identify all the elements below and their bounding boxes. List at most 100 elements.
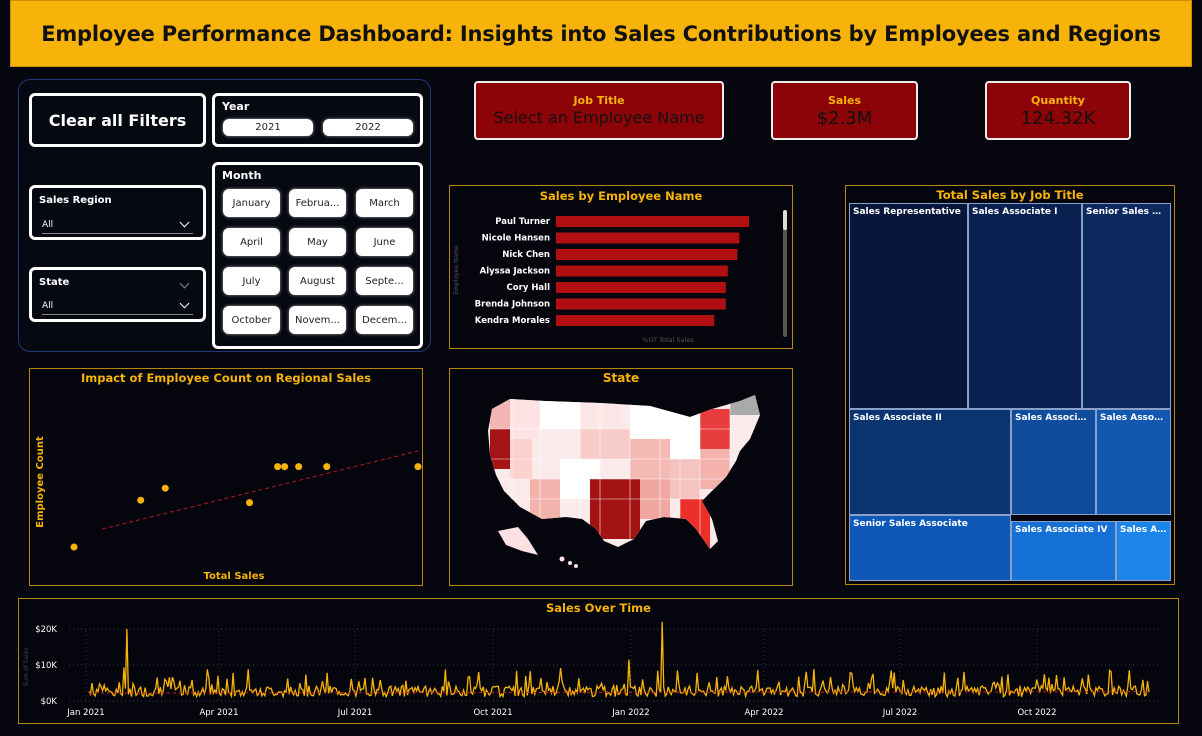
sales-region-title: Sales Region (39, 195, 112, 206)
bar[interactable] (556, 282, 726, 293)
month-option-7[interactable]: July (223, 267, 280, 295)
chevron-down-icon (179, 278, 190, 288)
treemap-cell-label: Senior Sales Re... (1086, 207, 1167, 217)
month-option-2[interactable]: Februa... (289, 189, 346, 217)
scatter-point[interactable] (246, 499, 254, 507)
bar[interactable] (556, 232, 740, 244)
scatter-title: Impact of Employee Count on Regional Sal… (80, 371, 372, 385)
scatter-point[interactable] (295, 463, 303, 471)
kpi-job-title-value: Select an Employee Name (493, 108, 705, 127)
bar-label: Brenda Johnson (475, 300, 550, 310)
treemap-cell-label: Sales Associate II (853, 413, 942, 423)
kpi-sales-label: Sales (827, 94, 862, 107)
sales-by-employee-title: Sales by Employee Name (539, 189, 703, 203)
sales-by-employee-panel: Sales by Employee Name Paul Turner Nicole… (449, 185, 793, 349)
bar-label: Nick Chen (502, 250, 550, 260)
month-option-6[interactable]: June (356, 228, 413, 256)
x-tick-label: Oct 2022 (1017, 708, 1056, 718)
treemap-cell-label: Sales Associate I (972, 207, 1058, 217)
treemap-cell[interactable]: Senior Sales Associate (849, 515, 1011, 581)
page-title: Employee Performance Dashboard: Insights… (41, 21, 1161, 46)
treemap-cell[interactable]: Sales As... (1116, 521, 1171, 581)
bar[interactable] (556, 265, 728, 277)
us-state-map[interactable] (450, 369, 794, 587)
sales-by-employee-chart: Paul Turner Nicole Hansen Nick Chen Alyssa … (453, 216, 749, 344)
sales-over-time-title: Sales Over Time (546, 601, 651, 615)
state-collapse-toggle[interactable] (152, 276, 193, 294)
kpi-job-title-label: Job Title (573, 94, 625, 107)
state-map-title: State (602, 371, 640, 385)
month-option-11[interactable]: Novem... (289, 306, 346, 334)
scatter-panel: Impact of Employee Count on Regional Sal… (29, 368, 423, 586)
title-bar: Employee Performance Dashboard: Insights… (10, 0, 1192, 67)
treemap-cell[interactable]: Senior Sales Re... (1082, 203, 1171, 409)
month-option-9[interactable]: Septe... (356, 267, 413, 295)
sales-trend-line (88, 691, 1150, 694)
scatter-point[interactable] (281, 463, 289, 471)
x-tick-label: Apr 2022 (744, 708, 783, 718)
treemap-cell[interactable]: Sales Representative (849, 203, 968, 409)
y-tick-label: $10K (35, 661, 57, 671)
y-tick-label: $0K (41, 697, 58, 707)
kpi-quantity-value: 124.32K (1020, 108, 1096, 129)
state-value: All (42, 300, 54, 311)
month-option-12[interactable]: Decem... (356, 306, 413, 334)
scatter-point[interactable] (161, 484, 169, 492)
x-tick-label: Apr 2021 (199, 708, 238, 718)
month-slicer-title: Month (222, 169, 262, 182)
kpi-job-title: Job Title Select an Employee Name (474, 81, 724, 140)
treemap-cell[interactable]: Sales Associate IV (1011, 521, 1116, 581)
scrollbar-track[interactable] (783, 210, 787, 337)
month-option-10[interactable]: October (223, 306, 280, 334)
kpi-sales: Sales $2.3M (771, 81, 918, 140)
x-tick-label: Jul 2022 (882, 708, 918, 718)
treemap-cell[interactable]: Sales Associate I (968, 203, 1082, 409)
sales-line[interactable] (88, 621, 1150, 699)
sales-over-time-panel: Sales Over Time $0K $10K $20K Jan 2021 Apr 2… (18, 598, 1179, 724)
scatter-y-axis-label: Employee Count (35, 436, 46, 528)
sales-region-value: All (42, 219, 54, 230)
bar[interactable] (556, 298, 726, 310)
x-tick-label: Jan 2022 (611, 708, 649, 718)
scatter-point[interactable] (137, 496, 145, 504)
year-option-2021[interactable]: 2021 (223, 119, 313, 136)
year-slicer: Year 2021 2022 (212, 93, 423, 147)
scatter-point[interactable] (274, 463, 282, 471)
sales-over-time-chart: $0K $10K $20K Jan 2021 Apr 2021 Jul 2021 Oct 2… (23, 621, 1159, 718)
line-y-axis-label: Sum of Sales (23, 647, 30, 686)
scatter-x-axis-label: Total Sales (204, 571, 265, 582)
treemap-cell[interactable]: Sales Associate II (849, 409, 1011, 515)
treemap-cell[interactable]: Sales Associate (1011, 409, 1096, 515)
scatter-point[interactable] (70, 543, 78, 551)
chevron-down-icon (179, 217, 190, 228)
year-slicer-title: Year (222, 100, 250, 113)
treemap-cell[interactable]: Sales Associ... (1096, 409, 1171, 515)
scrollbar-thumb[interactable] (783, 210, 787, 230)
kpi-quantity-label: Quantity (1031, 94, 1085, 107)
scatter-point[interactable] (323, 463, 331, 471)
treemap-panel: Total Sales by Job Title Sales Represent… (845, 185, 1175, 585)
scatter-point[interactable] (414, 463, 422, 471)
state-dropdown[interactable]: All (42, 297, 193, 315)
year-option-2022[interactable]: 2022 (323, 119, 413, 136)
sales-region-dropdown[interactable]: All (42, 216, 193, 234)
kpi-quantity: Quantity 124.32K (985, 81, 1131, 140)
bar-label: Nicole Hansen (482, 234, 550, 244)
clear-filters-button[interactable]: Clear all Filters (29, 93, 206, 147)
month-option-5[interactable]: May (289, 228, 346, 256)
treemap-cell-label: Sales Associate IV (1015, 525, 1108, 535)
month-option-1[interactable]: January (223, 189, 280, 217)
y-tick-label: $20K (35, 625, 57, 635)
month-option-3[interactable]: March (356, 189, 413, 217)
treemap-cell-label: Sales Associate (1015, 413, 1092, 423)
treemap-cell-label: Sales As... (1120, 525, 1167, 535)
bar[interactable] (556, 315, 715, 326)
state-map-panel: State (449, 368, 793, 586)
month-option-4[interactable]: April (223, 228, 280, 256)
bar-label: Cory Hall (507, 283, 551, 293)
state-slicer-title: State (39, 277, 70, 288)
bar[interactable] (556, 216, 749, 227)
month-option-8[interactable]: August (289, 267, 346, 295)
bar[interactable] (556, 249, 738, 260)
bar-y-axis-label: Employee Name (453, 245, 460, 295)
